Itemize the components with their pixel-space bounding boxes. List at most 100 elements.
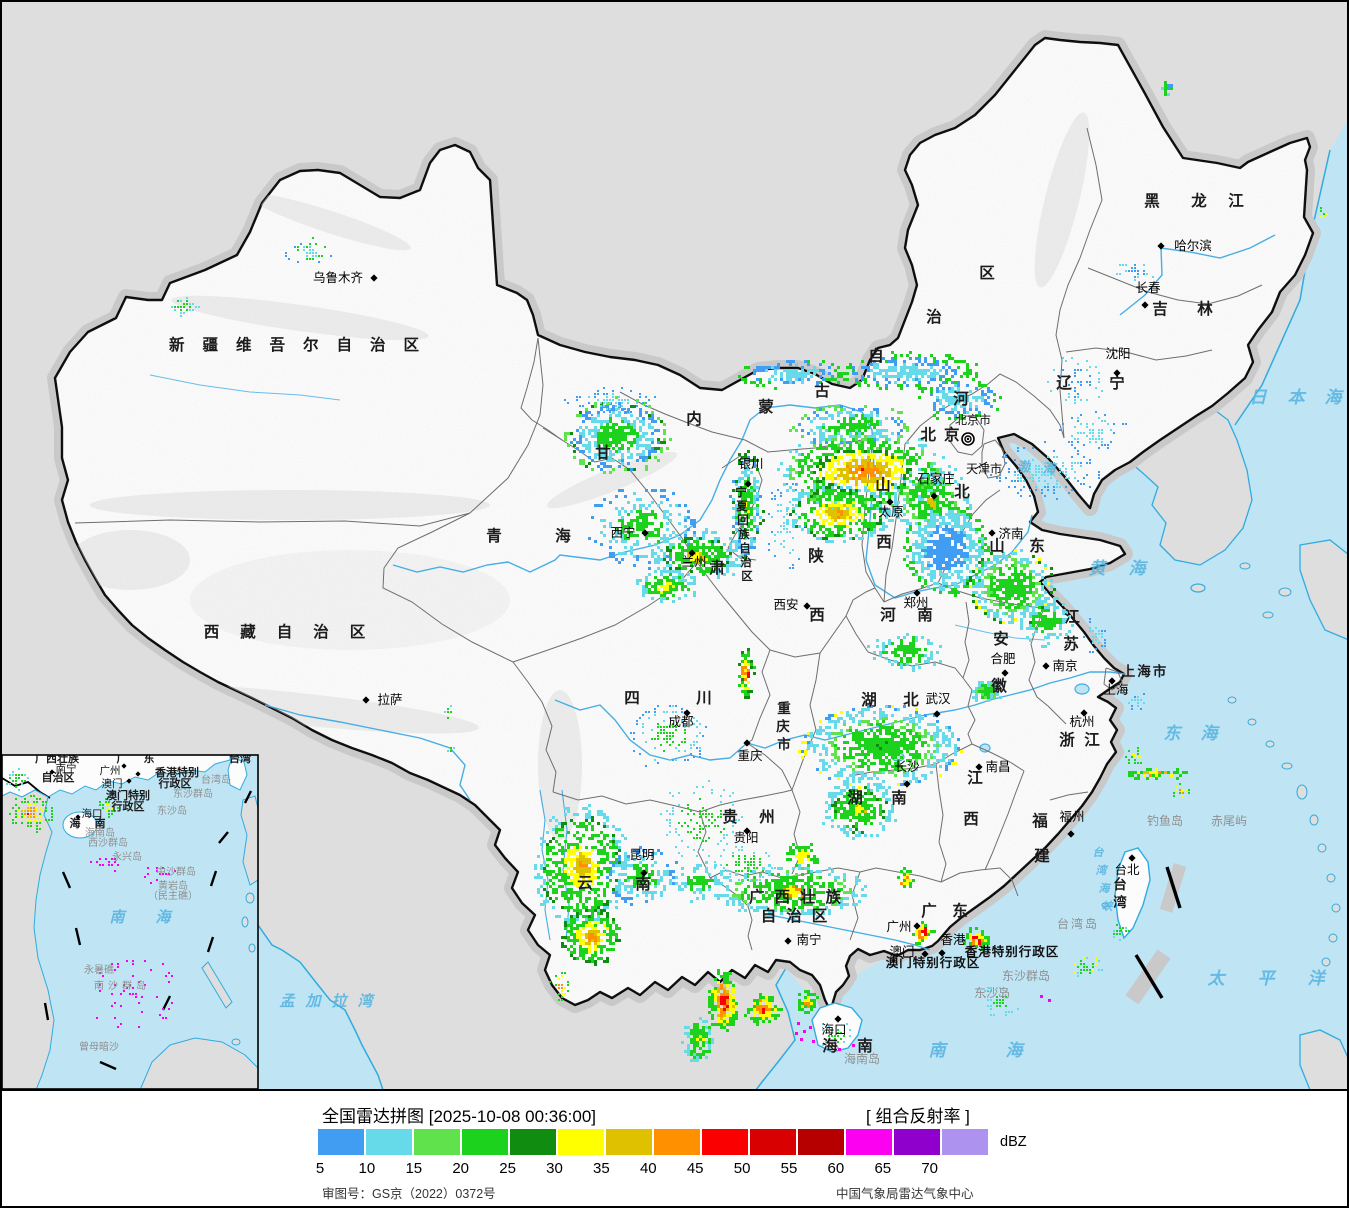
radar-echo-pixel bbox=[792, 369, 795, 372]
radar-echo-pixel bbox=[840, 375, 843, 378]
radar-echo-pixel bbox=[948, 567, 951, 570]
radar-echo-pixel bbox=[930, 468, 933, 471]
radar-echo-pixel bbox=[912, 552, 915, 555]
radar-echo-pixel bbox=[921, 564, 924, 567]
radar-echo-pixel bbox=[999, 597, 1002, 600]
radar-echo-pixel bbox=[690, 576, 693, 579]
radar-echo-pixel bbox=[969, 558, 972, 561]
radar-echo-pixel bbox=[1035, 597, 1038, 600]
radar-echo-pixel bbox=[942, 366, 945, 369]
radar-echo-pixel bbox=[672, 546, 675, 549]
radar-echo-pixel bbox=[636, 435, 639, 438]
radar-echo-pixel bbox=[933, 582, 936, 585]
radar-echo-pixel bbox=[897, 375, 900, 378]
radar-echo-pixel bbox=[900, 387, 903, 390]
radar-echo-pixel bbox=[591, 435, 594, 438]
radar-echo-pixel bbox=[840, 372, 843, 375]
radar-echo-pixel bbox=[873, 450, 876, 453]
radar-echo-pixel bbox=[825, 492, 828, 495]
radar-echo-pixel bbox=[618, 510, 621, 513]
radar-echo-pixel bbox=[819, 435, 822, 438]
radar-echo-pixel bbox=[894, 465, 897, 468]
radar-echo-pixel bbox=[1068, 393, 1070, 395]
radar-echo-pixel bbox=[1005, 591, 1008, 594]
radar-echo-pixel bbox=[984, 606, 987, 609]
radar-echo-pixel bbox=[933, 543, 936, 546]
radar-echo-pixel bbox=[957, 573, 960, 576]
radar-echo-pixel bbox=[1002, 591, 1005, 594]
radar-echo-pixel bbox=[597, 432, 600, 435]
radar-echo-pixel bbox=[582, 444, 585, 447]
radar-echo-pixel bbox=[1041, 570, 1044, 573]
radar-echo-pixel bbox=[1026, 609, 1029, 612]
radar-echo-pixel bbox=[615, 402, 617, 404]
radar-echo-pixel bbox=[876, 504, 879, 507]
radar-echo-pixel bbox=[873, 528, 876, 531]
radar-echo-pixel bbox=[843, 423, 846, 426]
radar-echo-pixel bbox=[903, 363, 906, 366]
radar-echo-pixel bbox=[993, 612, 996, 615]
radar-echo-pixel bbox=[759, 381, 762, 384]
radar-echo-pixel bbox=[945, 555, 948, 558]
radar-echo-pixel bbox=[1041, 468, 1043, 470]
radar-echo-pixel bbox=[834, 444, 837, 447]
radar-echo-pixel bbox=[834, 507, 837, 510]
radar-echo-pixel bbox=[801, 528, 804, 531]
radar-echo-pixel bbox=[1002, 573, 1005, 576]
radar-echo-pixel bbox=[654, 513, 657, 516]
radar-echo-pixel bbox=[678, 564, 681, 567]
radar-echo-pixel bbox=[660, 501, 663, 504]
radar-echo-pixel bbox=[603, 525, 606, 528]
radar-echo-pixel bbox=[933, 471, 936, 474]
radar-echo-pixel bbox=[822, 408, 825, 411]
radar-echo-pixel bbox=[861, 462, 864, 465]
radar-echo-pixel bbox=[957, 570, 960, 573]
radar-echo-pixel bbox=[906, 510, 909, 513]
radar-echo-pixel bbox=[975, 600, 978, 603]
radar-echo-pixel bbox=[816, 369, 819, 372]
radar-echo-pixel bbox=[792, 381, 795, 384]
radar-echo-pixel bbox=[873, 495, 876, 498]
radar-echo-pixel bbox=[756, 378, 759, 381]
radar-echo-pixel bbox=[939, 570, 942, 573]
radar-echo-pixel bbox=[1104, 414, 1106, 416]
radar-echo-pixel bbox=[1137, 273, 1139, 275]
radar-echo-pixel bbox=[624, 432, 627, 435]
radar-echo-pixel bbox=[813, 480, 816, 483]
radar-echo-pixel bbox=[1026, 591, 1029, 594]
radar-echo-pixel bbox=[648, 453, 651, 456]
radar-echo-pixel bbox=[888, 471, 891, 474]
radar-echo-pixel bbox=[1056, 456, 1058, 458]
radar-echo-pixel bbox=[957, 360, 960, 363]
radar-echo-pixel bbox=[828, 459, 831, 462]
radar-echo-pixel bbox=[945, 585, 948, 588]
radar-echo-pixel bbox=[921, 516, 924, 519]
radar-echo-pixel bbox=[621, 525, 624, 528]
radar-echo-pixel bbox=[792, 375, 795, 378]
radar-echo-pixel bbox=[963, 582, 966, 585]
radar-echo-pixel bbox=[1017, 576, 1020, 579]
radar-echo-pixel bbox=[639, 498, 642, 501]
radar-echo-pixel bbox=[816, 456, 819, 459]
radar-echo-pixel bbox=[855, 372, 858, 375]
radar-echo-pixel bbox=[792, 468, 795, 471]
radar-echo-pixel bbox=[840, 405, 843, 408]
radar-echo-pixel bbox=[1023, 567, 1026, 570]
radar-echo-pixel bbox=[849, 492, 852, 495]
radar-echo-pixel bbox=[900, 450, 903, 453]
radar-echo-pixel bbox=[840, 489, 843, 492]
radar-echo-pixel bbox=[834, 429, 837, 432]
radar-echo-pixel bbox=[1017, 594, 1020, 597]
radar-echo-pixel bbox=[840, 480, 843, 483]
radar-echo-pixel bbox=[789, 471, 792, 474]
radar-echo-pixel bbox=[843, 468, 846, 471]
radar-echo-pixel bbox=[828, 366, 831, 369]
radar-echo-pixel bbox=[954, 564, 957, 567]
radar-echo-pixel bbox=[642, 519, 645, 522]
radar-echo-pixel bbox=[894, 441, 897, 444]
radar-echo-pixel bbox=[966, 507, 969, 510]
radar-echo-pixel bbox=[915, 561, 918, 564]
radar-echo-pixel bbox=[1080, 483, 1082, 485]
radar-echo-pixel bbox=[606, 408, 608, 410]
radar-echo-pixel bbox=[1080, 381, 1082, 383]
